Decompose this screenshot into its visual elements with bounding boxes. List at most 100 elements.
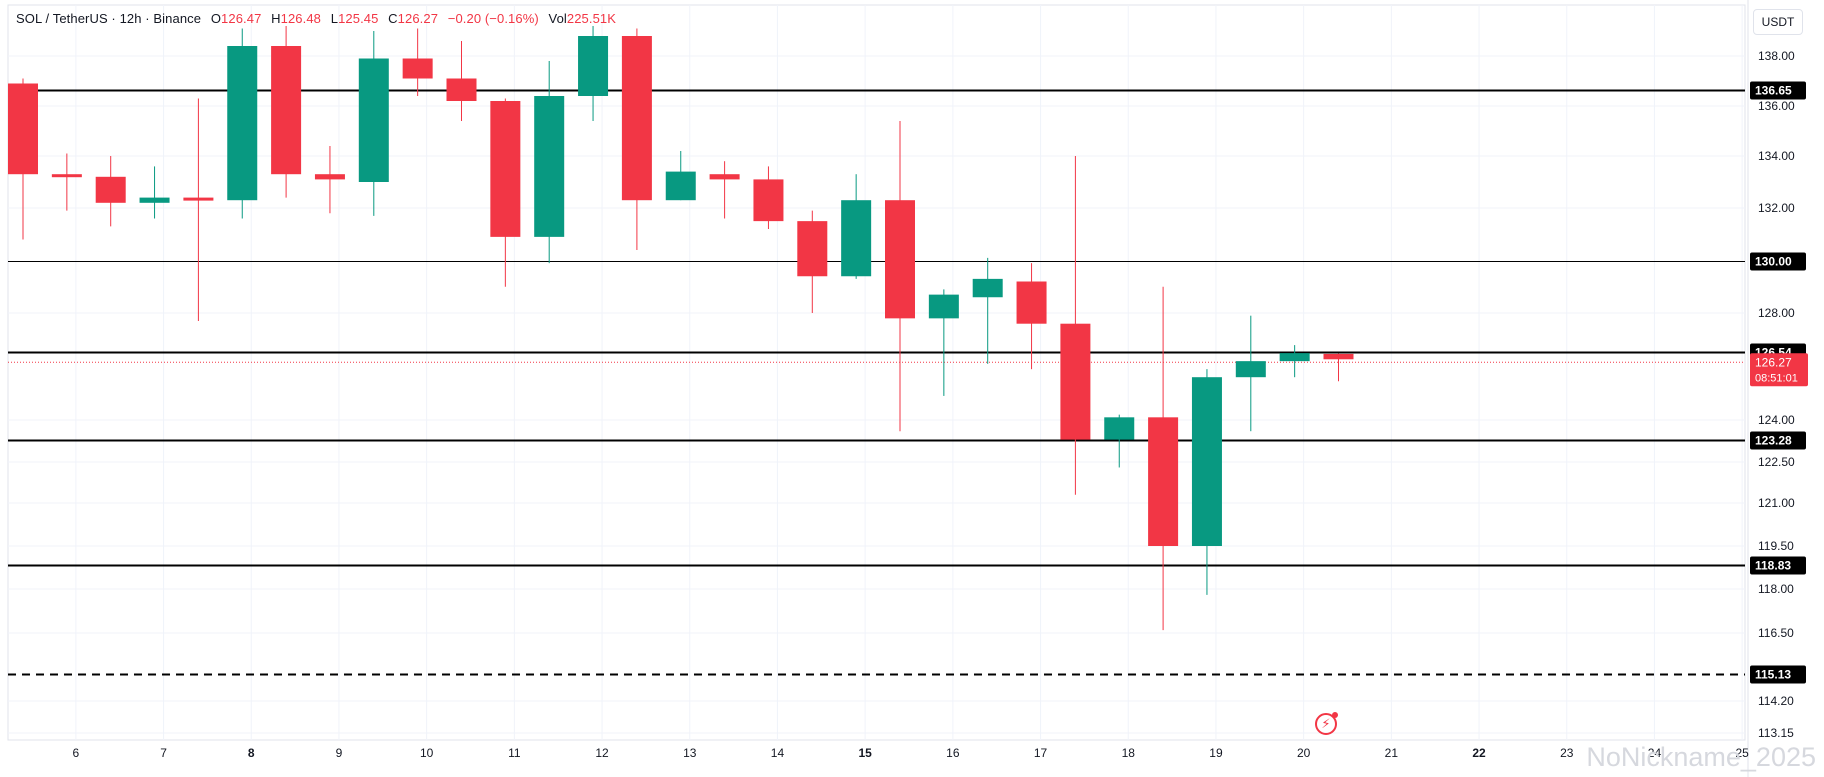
candle[interactable] (1235, 315, 1266, 432)
symbol-info[interactable]: SOL / TetherUS · 12h · Binance (16, 11, 202, 26)
level-price-label: 123.28 (1755, 434, 1792, 448)
candle-body (8, 83, 38, 175)
horizontal-level-lines[interactable] (8, 89, 1745, 676)
candle-body (1016, 281, 1047, 324)
candle[interactable] (271, 26, 302, 198)
grid-lines (7, 0, 1749, 777)
candle-body (314, 174, 345, 180)
price-tick-label: 121.00 (1758, 496, 1795, 510)
candle[interactable] (446, 41, 477, 121)
symbol-legend: SOL / TetherUS · 12h · Binance O126.47 H… (16, 11, 616, 26)
candle[interactable] (665, 151, 696, 201)
candle-body (972, 278, 1003, 298)
candle-body (402, 58, 433, 79)
close-value: 126.27 (397, 11, 439, 26)
candle[interactable] (402, 28, 433, 97)
candle-body (885, 200, 915, 319)
lightning-icon[interactable]: ⚡ (1315, 712, 1338, 735)
low-label: L (330, 11, 339, 26)
open-label: O (210, 11, 222, 26)
candle-body (490, 101, 521, 237)
level-price-label: 136.65 (1755, 84, 1792, 98)
candle[interactable] (578, 26, 609, 121)
candles[interactable] (8, 26, 1354, 631)
candle[interactable] (8, 78, 38, 240)
candle[interactable] (1148, 286, 1179, 631)
candle-body (534, 96, 565, 237)
time-tick-label: 23 (1560, 746, 1574, 760)
price-axis[interactable]: 113.15 114.20 116.50 118.00 119.50 121.00 122.… (1750, 49, 1808, 740)
price-tick-label: 113.15 (1758, 726, 1794, 740)
open-value: 126.47 (221, 11, 262, 26)
candle[interactable] (490, 98, 521, 287)
candle[interactable] (709, 161, 740, 219)
candle-body (1279, 353, 1310, 362)
candle-body (797, 221, 828, 277)
candle-body (1323, 353, 1354, 360)
candle-body (271, 46, 302, 175)
time-tick-label: 8 (248, 746, 255, 760)
candle[interactable] (841, 174, 872, 279)
candle[interactable] (1104, 414, 1135, 468)
time-tick-label: 13 (683, 746, 697, 760)
candle[interactable] (753, 166, 784, 229)
candle-body (578, 36, 609, 96)
time-tick-label: 22 (1472, 746, 1486, 760)
candle-body (227, 46, 258, 201)
candle[interactable] (534, 61, 565, 264)
level-price-label: 130.00 (1755, 255, 1792, 269)
time-tick-label: 7 (160, 746, 167, 760)
candle[interactable] (95, 156, 126, 227)
candle-body (621, 36, 652, 201)
level-price-badge (1750, 431, 1806, 450)
candle[interactable] (972, 257, 1003, 364)
price-tick-label: 119.50 (1758, 539, 1794, 553)
candle[interactable] (1191, 369, 1222, 595)
high-label: H (271, 11, 281, 26)
candle[interactable] (51, 153, 82, 211)
time-tick-label: 15 (858, 746, 872, 760)
candle[interactable] (1323, 353, 1354, 382)
level-price-badge (1750, 556, 1806, 575)
price-tick-label: 132.00 (1758, 201, 1795, 215)
candle-body (95, 176, 126, 203)
candle-body (1191, 377, 1222, 546)
candle[interactable] (885, 121, 915, 432)
price-tick-label: 116.50 (1758, 626, 1794, 640)
candle[interactable] (1016, 263, 1047, 370)
time-tick-label: 12 (595, 746, 609, 760)
candle-body (139, 197, 170, 203)
level-price-badge (1750, 252, 1806, 271)
candle[interactable] (621, 28, 652, 251)
time-axis[interactable]: 6 7 8 9 10 11 12 13 14 15 16 17 18 19 20 21 22 23 24 25 (73, 746, 1750, 760)
price-tick-label: 124.00 (1758, 413, 1795, 427)
candle-body (51, 174, 82, 178)
candle[interactable] (928, 289, 959, 396)
candle[interactable] (1279, 345, 1310, 378)
candle[interactable] (183, 98, 214, 322)
level-price-label: 118.83 (1755, 559, 1791, 573)
close-label: C (388, 11, 398, 26)
candle[interactable] (1060, 156, 1091, 495)
last-price-label: 126.27 (1755, 355, 1792, 369)
candle[interactable] (139, 166, 170, 219)
candle[interactable] (227, 28, 258, 219)
candle[interactable] (358, 31, 389, 216)
candle[interactable] (797, 210, 828, 313)
level-price-badge (1750, 665, 1806, 684)
author-watermark: NoNickname_2025 (1586, 742, 1816, 772)
candle-body (446, 78, 477, 101)
time-tick-label: 21 (1385, 746, 1399, 760)
time-tick-label: 20 (1297, 746, 1311, 760)
time-tick-label: 24 (1648, 746, 1662, 760)
candle[interactable] (314, 146, 345, 214)
candle-body (1148, 417, 1179, 546)
price-tick-label: 122.50 (1758, 455, 1795, 469)
time-tick-label: 18 (1122, 746, 1136, 760)
candle-body (358, 58, 389, 182)
time-tick-label: 25 (1735, 746, 1749, 760)
currency-unit-button[interactable]: USDT (1753, 9, 1803, 35)
time-tick-label: 6 (73, 746, 80, 760)
candle-body (1235, 361, 1266, 378)
